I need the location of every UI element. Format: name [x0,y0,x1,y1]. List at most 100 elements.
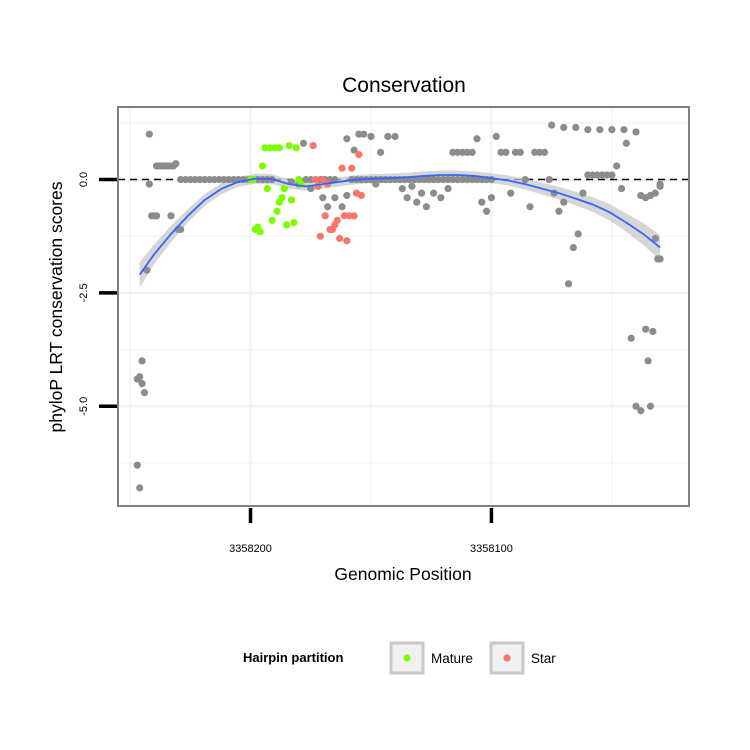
data-point-other [478,198,486,206]
data-point-mature [268,216,276,224]
data-point-other [403,194,411,202]
y-tick-label: 0.0 [78,172,90,187]
data-point-star [316,232,324,240]
data-point-other [145,180,153,188]
data-point-star [357,191,365,200]
x-axis: 3358200 3358100 [229,508,513,555]
data-point-other [319,194,327,202]
data-point-other [360,130,368,138]
data-point-other [656,180,664,188]
data-point-other [649,327,657,336]
data-point-other [540,148,549,156]
data-point-mature [287,196,296,204]
data-point-other [413,198,421,206]
data-point-other [331,194,339,202]
points-layer [133,121,664,492]
data-point-mature [292,144,300,152]
data-point-other [521,175,529,184]
series-mature [246,141,305,236]
data-point-other [574,230,582,238]
data-point-other [569,243,577,252]
data-point-other [492,132,500,141]
data-point-other [444,185,452,193]
data-point-other [516,148,524,156]
panel-border [117,106,690,507]
data-point-star [311,175,320,184]
data-point-other [473,135,481,143]
data-point-other [145,130,153,138]
data-point-other [644,357,652,365]
data-point-other [548,121,556,129]
data-point-other [136,373,144,381]
data-point-star [321,212,329,220]
legend-marker-star [503,654,511,662]
data-point-other [642,325,650,333]
data-point-other [377,148,385,156]
data-point-other [584,126,592,134]
data-point-star [350,212,358,220]
data-point-other [651,189,659,197]
data-point-other [384,132,392,141]
data-point-other [564,280,573,288]
legend-label-star: Star [531,651,556,666]
data-point-other [608,126,616,134]
data-point-other [430,189,438,197]
x-axis-title: Genomic Position [334,564,471,584]
data-point-other [579,189,587,197]
data-point-other [167,212,175,220]
data-point-other [408,182,416,190]
data-point-other [133,461,141,469]
data-point-other [299,139,308,147]
x-tick-label: 3358200 [229,543,272,555]
legend-marker-mature [403,654,411,662]
data-point-other [560,123,568,132]
data-point-other [632,128,640,136]
data-point-other [637,407,645,415]
legend-title: Hairpin partition [243,650,343,665]
data-point-other [152,212,161,220]
data-point-other [526,203,534,211]
data-point-star [336,234,344,243]
data-point-star [355,151,363,159]
data-point-other [608,171,616,179]
data-point-other [483,207,491,215]
data-point-other [140,389,149,397]
data-point-other [367,132,375,141]
smooth-line-layer [138,174,661,276]
data-point-star [348,164,356,172]
legend-label-mature: Mature [431,651,473,666]
panel-background [118,107,689,506]
loess-smooth-line [138,174,661,276]
data-point-other [343,191,351,200]
data-point-other [372,180,380,188]
data-point-other [417,189,426,197]
data-point-other [437,194,445,202]
data-point-other [617,185,626,193]
data-point-mature [280,185,288,193]
data-point-other [627,334,635,342]
y-axis: 0.0 -2.5 -5.0 [78,172,117,416]
data-point-other [651,234,659,243]
data-point-other [502,148,510,156]
data-point-mature [283,221,291,229]
data-point-star [319,175,327,184]
data-point-mature [278,194,286,202]
data-point-mature [273,207,281,215]
data-point-other [613,162,621,170]
y-tick-label: -2.5 [78,283,90,302]
data-point-other [560,198,568,206]
data-point-other [172,160,180,168]
data-point-other [391,132,399,141]
data-point-other [338,203,346,211]
data-point-other [507,189,515,197]
data-point-mature [258,162,267,170]
data-point-mature [256,228,264,236]
data-point-star [309,141,317,150]
data-point-star [338,164,346,172]
x-tick-label: 3358100 [470,543,513,555]
data-point-other [596,126,604,134]
data-point-other [468,148,476,156]
data-point-other [646,402,655,410]
data-point-other [136,484,144,492]
